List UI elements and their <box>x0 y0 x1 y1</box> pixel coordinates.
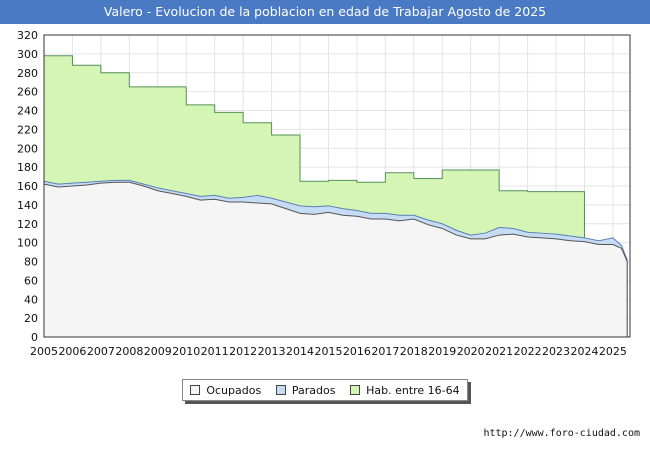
y-tick-label-300: 300 <box>17 48 38 61</box>
y-tick-label-320: 320 <box>17 29 38 42</box>
y-tick-label-20: 20 <box>24 312 38 325</box>
source-link[interactable]: http://www.foro-ciudad.com <box>483 428 640 439</box>
x-tick-label-2011: 2011 <box>201 345 229 358</box>
y-tick-label-0: 0 <box>31 331 38 344</box>
legend-label-habitantes: Hab. entre 16-64 <box>366 383 460 397</box>
x-tick-label-2013: 2013 <box>258 345 286 358</box>
x-tick-label-2019: 2019 <box>428 345 456 358</box>
x-tick-label-2022: 2022 <box>514 345 542 358</box>
x-tick-label-2015: 2015 <box>314 345 342 358</box>
y-tick-label-280: 280 <box>17 67 38 80</box>
y-tick-label-220: 220 <box>17 123 38 136</box>
legend-swatch-ocupados <box>190 385 201 395</box>
plot-frame <box>43 34 631 338</box>
series-area-ocupados <box>43 181 628 338</box>
x-tick-label-2017: 2017 <box>371 345 399 358</box>
x-tick-label-2005: 2005 <box>30 345 58 358</box>
legend-label-ocupados: Ocupados <box>206 383 262 397</box>
x-tick-label-2023: 2023 <box>542 345 570 358</box>
population-chart: 0 20 40 60 80 100 120 140 160 180 200 220 240 260 280 3… <box>17 29 631 358</box>
chart-title: Valero - Evolucion de la poblacion en ed… <box>0 0 650 24</box>
y-tick-label-40: 40 <box>24 293 38 306</box>
y-tick-label-240: 240 <box>17 105 38 118</box>
y-tick-label-120: 120 <box>17 218 38 231</box>
legend-item-parados: Parados <box>275 383 336 397</box>
x-tick-label-2012: 2012 <box>229 345 257 358</box>
chart-legend: Ocupados Parados Hab. entre 16-64 <box>182 379 468 401</box>
y-tick-label-140: 140 <box>17 199 38 212</box>
x-tick-label-2018: 2018 <box>400 345 428 358</box>
y-tick-label-180: 180 <box>17 161 38 174</box>
y-tick-label-60: 60 <box>24 274 38 287</box>
x-tick-label-2016: 2016 <box>343 345 371 358</box>
x-tick-label-2021: 2021 <box>485 345 513 358</box>
y-tick-label-260: 260 <box>17 86 38 99</box>
x-tick-label-2010: 2010 <box>172 345 200 358</box>
y-tick-label-160: 160 <box>17 180 38 193</box>
y-tick-label-100: 100 <box>17 237 38 250</box>
legend-item-habitantes: Hab. entre 16-64 <box>350 384 460 397</box>
y-tick-label-200: 200 <box>17 142 38 155</box>
x-tick-label-2008: 2008 <box>115 345 143 358</box>
x-tick-label-2024: 2024 <box>570 345 598 358</box>
x-tick-label-2025: 2025 <box>599 345 627 358</box>
x-tick-label-2009: 2009 <box>144 345 172 358</box>
x-tick-label-2007: 2007 <box>87 345 115 358</box>
legend-item-ocupados: Ocupados <box>190 384 261 397</box>
y-tick-label-80: 80 <box>24 256 38 269</box>
x-tick-label-2020: 2020 <box>457 345 485 358</box>
x-tick-label-2014: 2014 <box>286 345 314 358</box>
x-tick-label-2006: 2006 <box>58 345 86 358</box>
legend-swatch-habitantes <box>350 385 361 395</box>
legend-swatch-parados <box>275 385 286 395</box>
legend-label-parados: Parados <box>291 383 336 397</box>
